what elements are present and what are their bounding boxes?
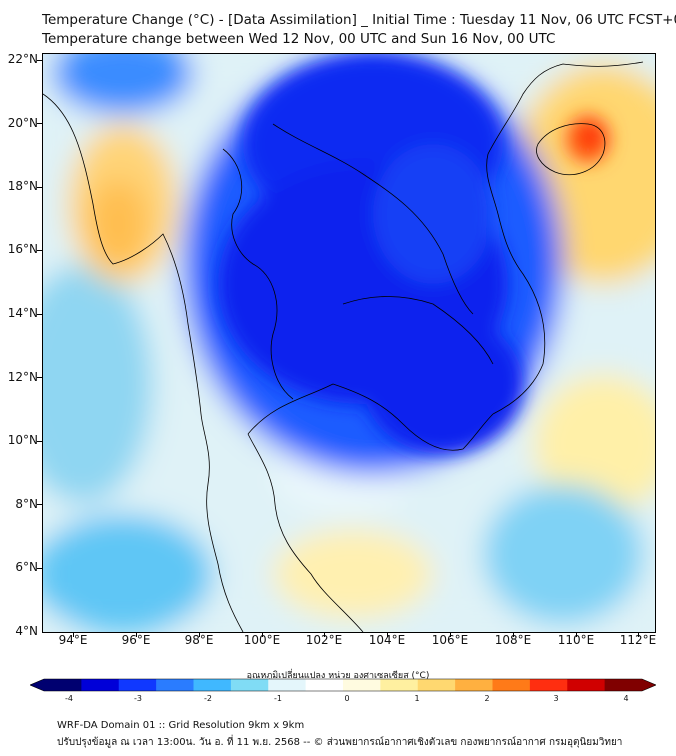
border-cambodia [342,296,494,365]
colorbar-segments [30,679,656,691]
lon-tick [638,632,639,637]
map-title: Temperature Change (°C) - [Data Assimila… [42,12,676,28]
colorbar-outline [30,678,656,692]
field-core-layer [218,54,610,454]
border-thailand [222,148,294,400]
colorbar-segment [417,679,456,691]
lat-tick [37,123,42,124]
colorbar-segment [44,679,82,691]
lat-tick [37,250,42,251]
colorbar-segment [81,679,120,691]
lon-tick [450,632,451,637]
lat-label-18: 18°N [7,179,38,193]
colorbar-segment [193,679,232,691]
footer-credit: ปรับปรุงข้อมูล ณ เวลา 13:00น. วัน อ. ที่… [57,737,623,748]
colorbar-extend-low [30,679,44,691]
lat-label-22: 22°N [7,52,38,66]
coastline-hainan [536,123,606,176]
colorbar-tick: 2 [484,694,490,703]
lat-label-10: 10°N [7,433,38,447]
lon-tick [199,632,200,637]
colorbar-tick: -2 [204,694,212,703]
lon-label-106: 106°E [431,633,469,647]
colorbar-segment [455,679,494,691]
colorbar-segment [343,679,381,691]
lat-label-8: 8°N [15,497,38,511]
colorbar-segment [380,679,419,691]
colorbar-tick: 3 [553,694,559,703]
lon-label-112: 112°E [619,633,657,647]
colorbar-segment [492,679,531,691]
field-warm-east [533,374,655,514]
field-warm-south [273,529,433,619]
colorbar-segment [268,679,307,691]
lon-label-104: 104°E [368,633,406,647]
map-canvas [43,54,655,632]
colorbar-segment [230,679,269,691]
temperature-change-map [42,53,656,633]
field-cold-laos [373,144,493,284]
colorbar-label: อุณหภูมิเปลี่ยนแปลง หน่วย องศาเซลเซียส (… [246,671,430,681]
colorbar-extend-high [642,679,656,691]
lat-tick [37,568,42,569]
colorbar-segment [529,679,568,691]
colorbar-tick: -4 [65,694,73,703]
lon-tick [136,632,137,637]
colorbar-tick: 4 [623,694,629,703]
colorbar-tick: 1 [414,694,420,703]
lat-tick [37,60,42,61]
lat-label-12: 12°N [7,370,38,384]
coastline-vietnam [486,61,644,415]
field-cool-west [43,264,153,504]
lat-label-20: 20°N [7,116,38,130]
colorbar-tick: 0 [344,694,350,703]
footer-domain-info: WRF-DA Domain 01 :: Grid Resolution 9km … [57,720,305,731]
colorbar-segment [156,679,195,691]
colorbar-segment [567,679,606,691]
lon-label-98: 98°E [184,633,214,647]
border-laos [272,123,474,315]
lat-label-16: 16°N [7,242,38,256]
field-cool-northwest [53,54,193,114]
field-cool-southwest [43,514,213,632]
colorbar-segment [118,679,157,691]
coastline-myanmar-bay [43,93,244,632]
lon-label-96: 96°E [121,633,151,647]
colorbar-segment [604,679,643,691]
coastline-gulf-thailand [247,383,494,451]
lon-tick [576,632,577,637]
lon-label-102: 102°E [305,633,343,647]
map-subtitle: Temperature change between Wed 12 Nov, 0… [42,31,556,47]
colorbar [30,678,656,692]
lon-tick [262,632,263,637]
colorbar-tick: -3 [134,694,142,703]
lat-label-4: 4°N [15,624,38,638]
lat-label-14: 14°N [7,306,38,320]
colorbar-tick: -1 [274,694,282,703]
lon-label-100: 100°E [243,633,281,647]
lon-tick [324,632,325,637]
coastline-malay-east [247,433,364,632]
lon-label-108: 108°E [494,633,532,647]
lon-label-110: 110°E [557,633,595,647]
lat-tick [37,187,42,188]
lon-tick [73,632,74,637]
lat-label-6: 6°N [15,560,38,574]
lon-tick [387,632,388,637]
lon-label-94: 94°E [58,633,88,647]
lat-tick [37,441,42,442]
coastline-layer [43,61,644,632]
colorbar-segment [305,679,344,691]
field-hot-hainan-core [580,124,602,148]
lat-tick [37,377,42,378]
lat-tick [37,504,42,505]
field-cold-cambodia [363,314,523,454]
field-cool-southeast [483,484,643,624]
lon-tick [513,632,514,637]
lat-tick [37,314,42,315]
